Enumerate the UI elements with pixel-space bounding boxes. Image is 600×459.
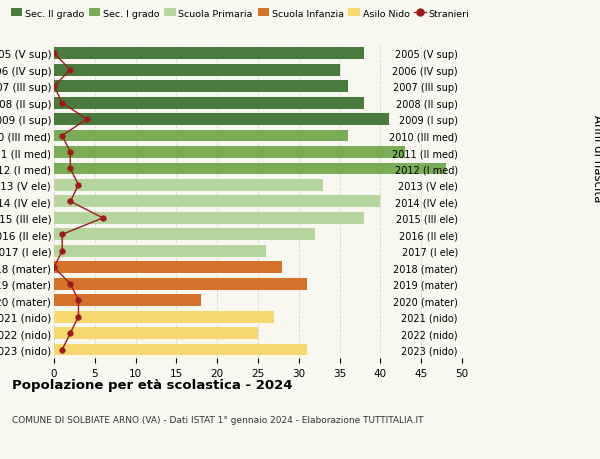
Bar <box>54 48 364 60</box>
Bar <box>54 97 364 109</box>
Legend: Sec. II grado, Sec. I grado, Scuola Primaria, Scuola Infanzia, Asilo Nido, Stran: Sec. II grado, Sec. I grado, Scuola Prim… <box>11 9 469 18</box>
Text: Anni di nascita: Anni di nascita <box>590 115 600 202</box>
Bar <box>54 114 389 126</box>
Bar <box>54 179 323 191</box>
Text: Popolazione per età scolastica - 2024: Popolazione per età scolastica - 2024 <box>12 379 293 392</box>
Bar <box>54 278 307 290</box>
Bar <box>54 229 315 241</box>
Bar <box>54 262 283 274</box>
Bar <box>54 245 266 257</box>
Bar <box>54 147 405 159</box>
Bar <box>54 81 348 93</box>
Text: COMUNE DI SOLBIATE ARNO (VA) - Dati ISTAT 1° gennaio 2024 - Elaborazione TUTTITA: COMUNE DI SOLBIATE ARNO (VA) - Dati ISTA… <box>12 415 424 425</box>
Bar <box>54 65 340 77</box>
Bar <box>54 163 446 175</box>
Bar <box>54 344 307 356</box>
Bar <box>54 213 364 224</box>
Bar <box>54 311 274 323</box>
Bar <box>54 295 201 307</box>
Bar <box>54 130 348 142</box>
Bar <box>54 327 258 339</box>
Bar <box>54 196 380 208</box>
